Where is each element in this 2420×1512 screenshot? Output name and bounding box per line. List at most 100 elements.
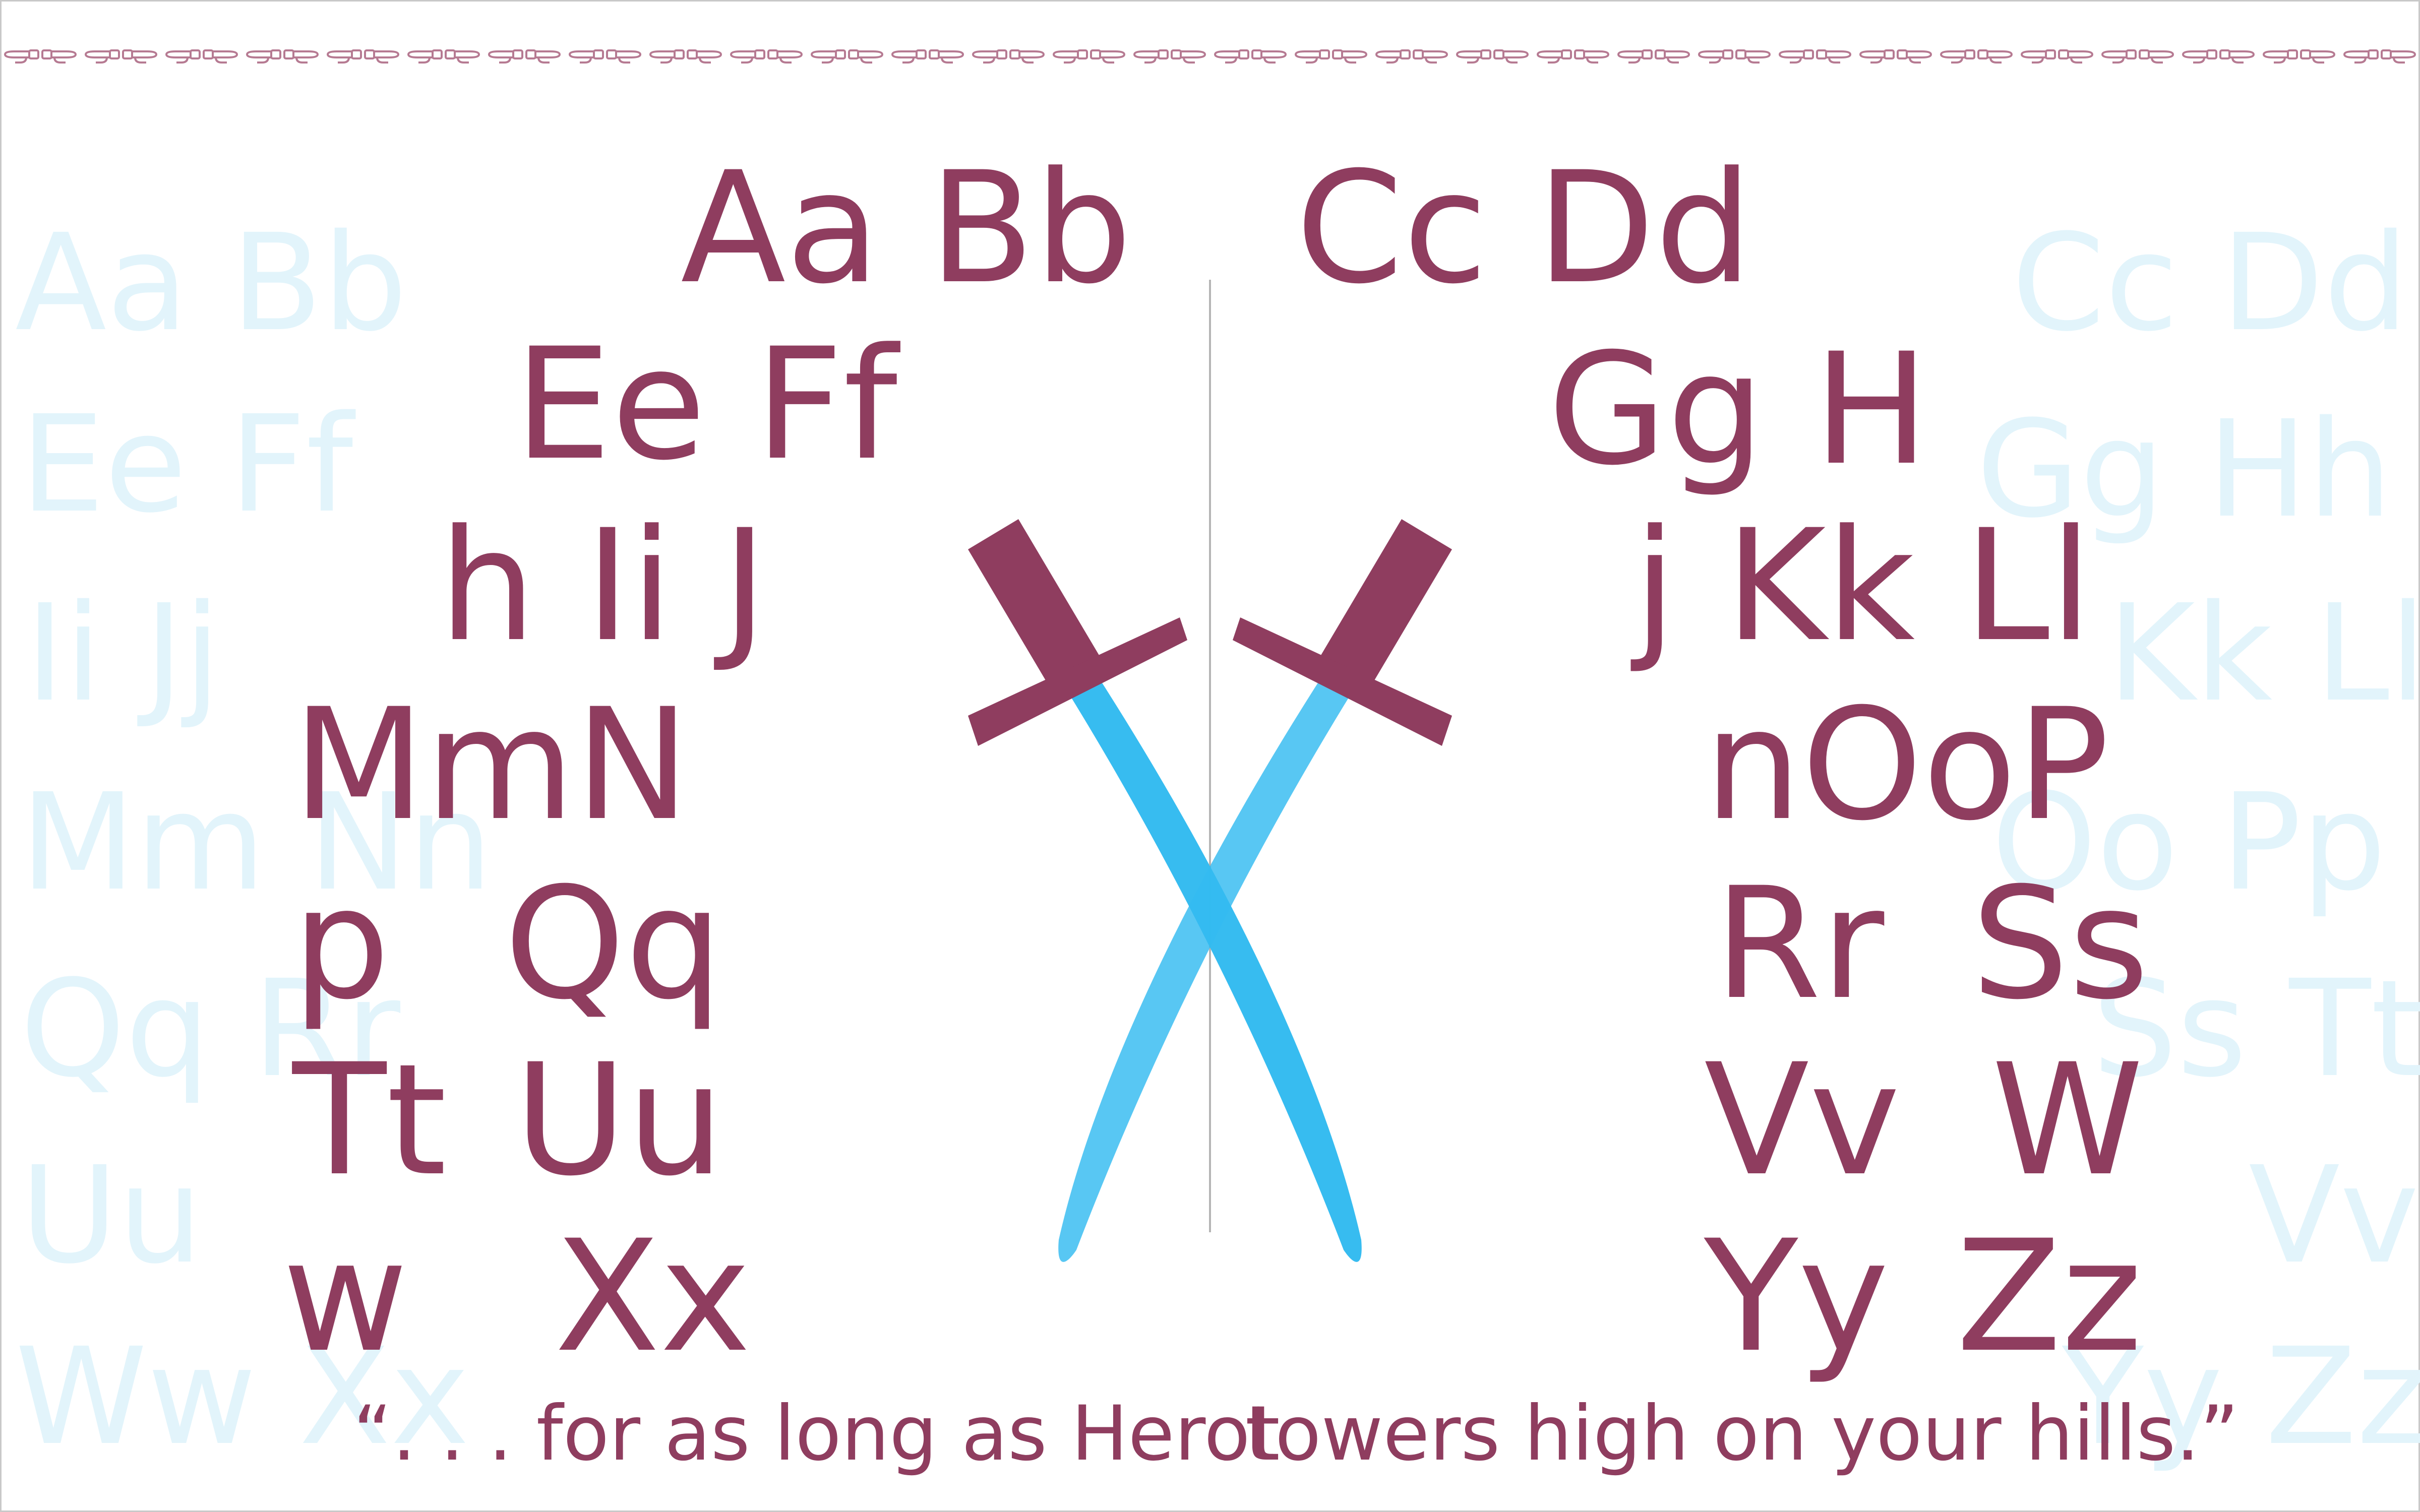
pointing-hand-icon xyxy=(1536,49,1572,64)
pointing-hand-icon xyxy=(606,49,642,64)
ghost-letters-ww-xx: Ww Xx xyxy=(15,1319,470,1475)
pointing-hand-icon xyxy=(4,49,39,64)
pointing-hand-icon xyxy=(488,49,523,64)
pointing-hand-icon xyxy=(929,49,964,64)
pointing-hand-icon xyxy=(2262,49,2298,64)
ghost-letters-aa-bb: Aa Bb xyxy=(15,206,407,361)
pointing-hand-icon xyxy=(2182,49,2217,64)
letters-h-ii-j: h Ii J xyxy=(439,496,767,675)
pointing-hand-icon xyxy=(730,49,765,64)
sword-right-blade xyxy=(1058,670,1356,1262)
pointing-hand-icon xyxy=(525,49,561,64)
pointing-hand-icon xyxy=(810,49,846,64)
pointing-hand-icon xyxy=(2139,49,2174,64)
ghost-letters-cc-dd: Cc Dd xyxy=(2012,206,2409,361)
pointing-hand-icon xyxy=(445,49,480,64)
pointing-hand-icon xyxy=(1897,49,1932,64)
ghost-letters-vv: Vv xyxy=(2249,1138,2419,1293)
letters-w-capital: W xyxy=(1991,1031,2144,1210)
center-divider xyxy=(1209,280,1211,1232)
ghost-letters-ee-ff: Ee Ff xyxy=(20,387,353,542)
sword-right-guard xyxy=(1233,617,1452,746)
pointing-hand-icon xyxy=(649,49,685,64)
ghost-letters-ii-jj: Ii Jj xyxy=(25,576,221,731)
letters-ee-ff: Ee Ff xyxy=(514,315,898,494)
pointing-hand-icon xyxy=(41,49,77,64)
pointing-hand-icon xyxy=(1859,49,1895,64)
letters-mm-n: MmN xyxy=(292,675,690,854)
letters-tt: Tt xyxy=(292,1031,447,1210)
pointing-hand-icon xyxy=(1816,49,1852,64)
pointing-hand-icon xyxy=(1698,49,1733,64)
letters-aa-bb: Aa Bb xyxy=(681,139,1132,318)
crossed-swords-icon xyxy=(968,519,1452,1262)
pointing-hand-icon xyxy=(687,49,722,64)
pointing-hand-icon xyxy=(848,49,884,64)
letters-qq: Qq xyxy=(504,854,723,1033)
pointing-hand-icon xyxy=(1413,49,1448,64)
letters-w: w xyxy=(282,1207,408,1386)
sword-right xyxy=(1058,519,1452,1262)
pointing-hand-icon xyxy=(891,49,927,64)
letters-rr: Rr xyxy=(1714,854,1885,1033)
pointing-hand-icon xyxy=(1214,49,1249,64)
ghost-letters-qq-rr: Qq Rr xyxy=(20,952,401,1107)
letters-xx: Xx xyxy=(555,1207,751,1386)
pointing-hand-icon xyxy=(1375,49,1411,64)
letters-n-oo-p: nOoP xyxy=(1704,675,2109,854)
pointing-hand-icon xyxy=(2058,49,2094,64)
pointing-hand-icon xyxy=(568,49,604,64)
pointing-hand-icon xyxy=(407,49,443,64)
pointing-hand-icon xyxy=(767,49,803,64)
pointing-hand-icon xyxy=(1009,49,1045,64)
pointing-hand-icon xyxy=(84,49,120,64)
pointing-hand-icon xyxy=(2343,49,2379,64)
pointing-hand-icon xyxy=(1574,49,1610,64)
pointing-hand-icon xyxy=(1251,49,1287,64)
ghost-letters-kk-ll: Kk Ll xyxy=(2107,576,2420,731)
pointing-hand-icon xyxy=(1133,49,1169,64)
pointing-hand-icon xyxy=(1778,49,1814,64)
letters-uu: Uu xyxy=(514,1031,724,1210)
pointing-hand-icon xyxy=(2101,49,2137,64)
pointing-hand-icon xyxy=(1090,49,1126,64)
quote-right: towers high on your hills.” xyxy=(1245,1390,2239,1478)
quote-left: “. . . for as long as Herot xyxy=(353,1390,1280,1478)
pointing-hand-icon xyxy=(364,49,400,64)
pointing-hand-icon xyxy=(2219,49,2255,64)
letters-cc-dd: Cc Dd xyxy=(1296,139,1753,318)
pointing-hand-icon xyxy=(1735,49,1771,64)
pointing-hand-icon xyxy=(165,49,201,64)
sword-left-blade xyxy=(1064,670,1362,1262)
pointing-hand-icon xyxy=(1655,49,1690,64)
ghost-letters-gg-hh: Gg Hh xyxy=(1976,392,2393,547)
pointing-hand-icon xyxy=(283,49,319,64)
letters-yy: Yy xyxy=(1704,1207,1889,1386)
pointing-hand-icon xyxy=(2381,49,2416,64)
pointing-hand-icon xyxy=(1617,49,1653,64)
ornament-border xyxy=(0,39,2420,70)
pointing-hand-icon xyxy=(972,49,1007,64)
sword-left xyxy=(968,519,1362,1262)
pointing-hand-icon xyxy=(1052,49,1088,64)
ghost-letters-yy-zz: Yy Zz xyxy=(2062,1319,2420,1475)
pointing-hand-icon xyxy=(203,49,238,64)
pointing-hand-icon xyxy=(326,49,362,64)
pointing-hand-icon xyxy=(1294,49,1330,64)
sword-right-grip xyxy=(1321,519,1452,685)
pointing-hand-icon xyxy=(1940,49,1975,64)
ghost-letters-mm-nn: Mm Nn xyxy=(20,765,493,920)
pointing-hand-icon xyxy=(1332,49,1368,64)
pointing-hand-icon xyxy=(1456,49,1491,64)
pointing-hand-icon xyxy=(2300,49,2336,64)
pointing-hand-icon xyxy=(1171,49,1206,64)
letters-p: p xyxy=(292,854,390,1033)
letters-ss: Ss xyxy=(1971,854,2149,1033)
letters-vv: Vv xyxy=(1704,1031,1901,1210)
ghost-letters-oo-pp: Oo Pp xyxy=(1991,765,2386,920)
sword-left-grip xyxy=(968,519,1099,685)
ghost-letters-uu: Uu xyxy=(20,1138,203,1293)
letters-zz: Zz xyxy=(1956,1207,2143,1386)
ghost-letters-ss-tt: Ss Tt xyxy=(2092,952,2420,1107)
